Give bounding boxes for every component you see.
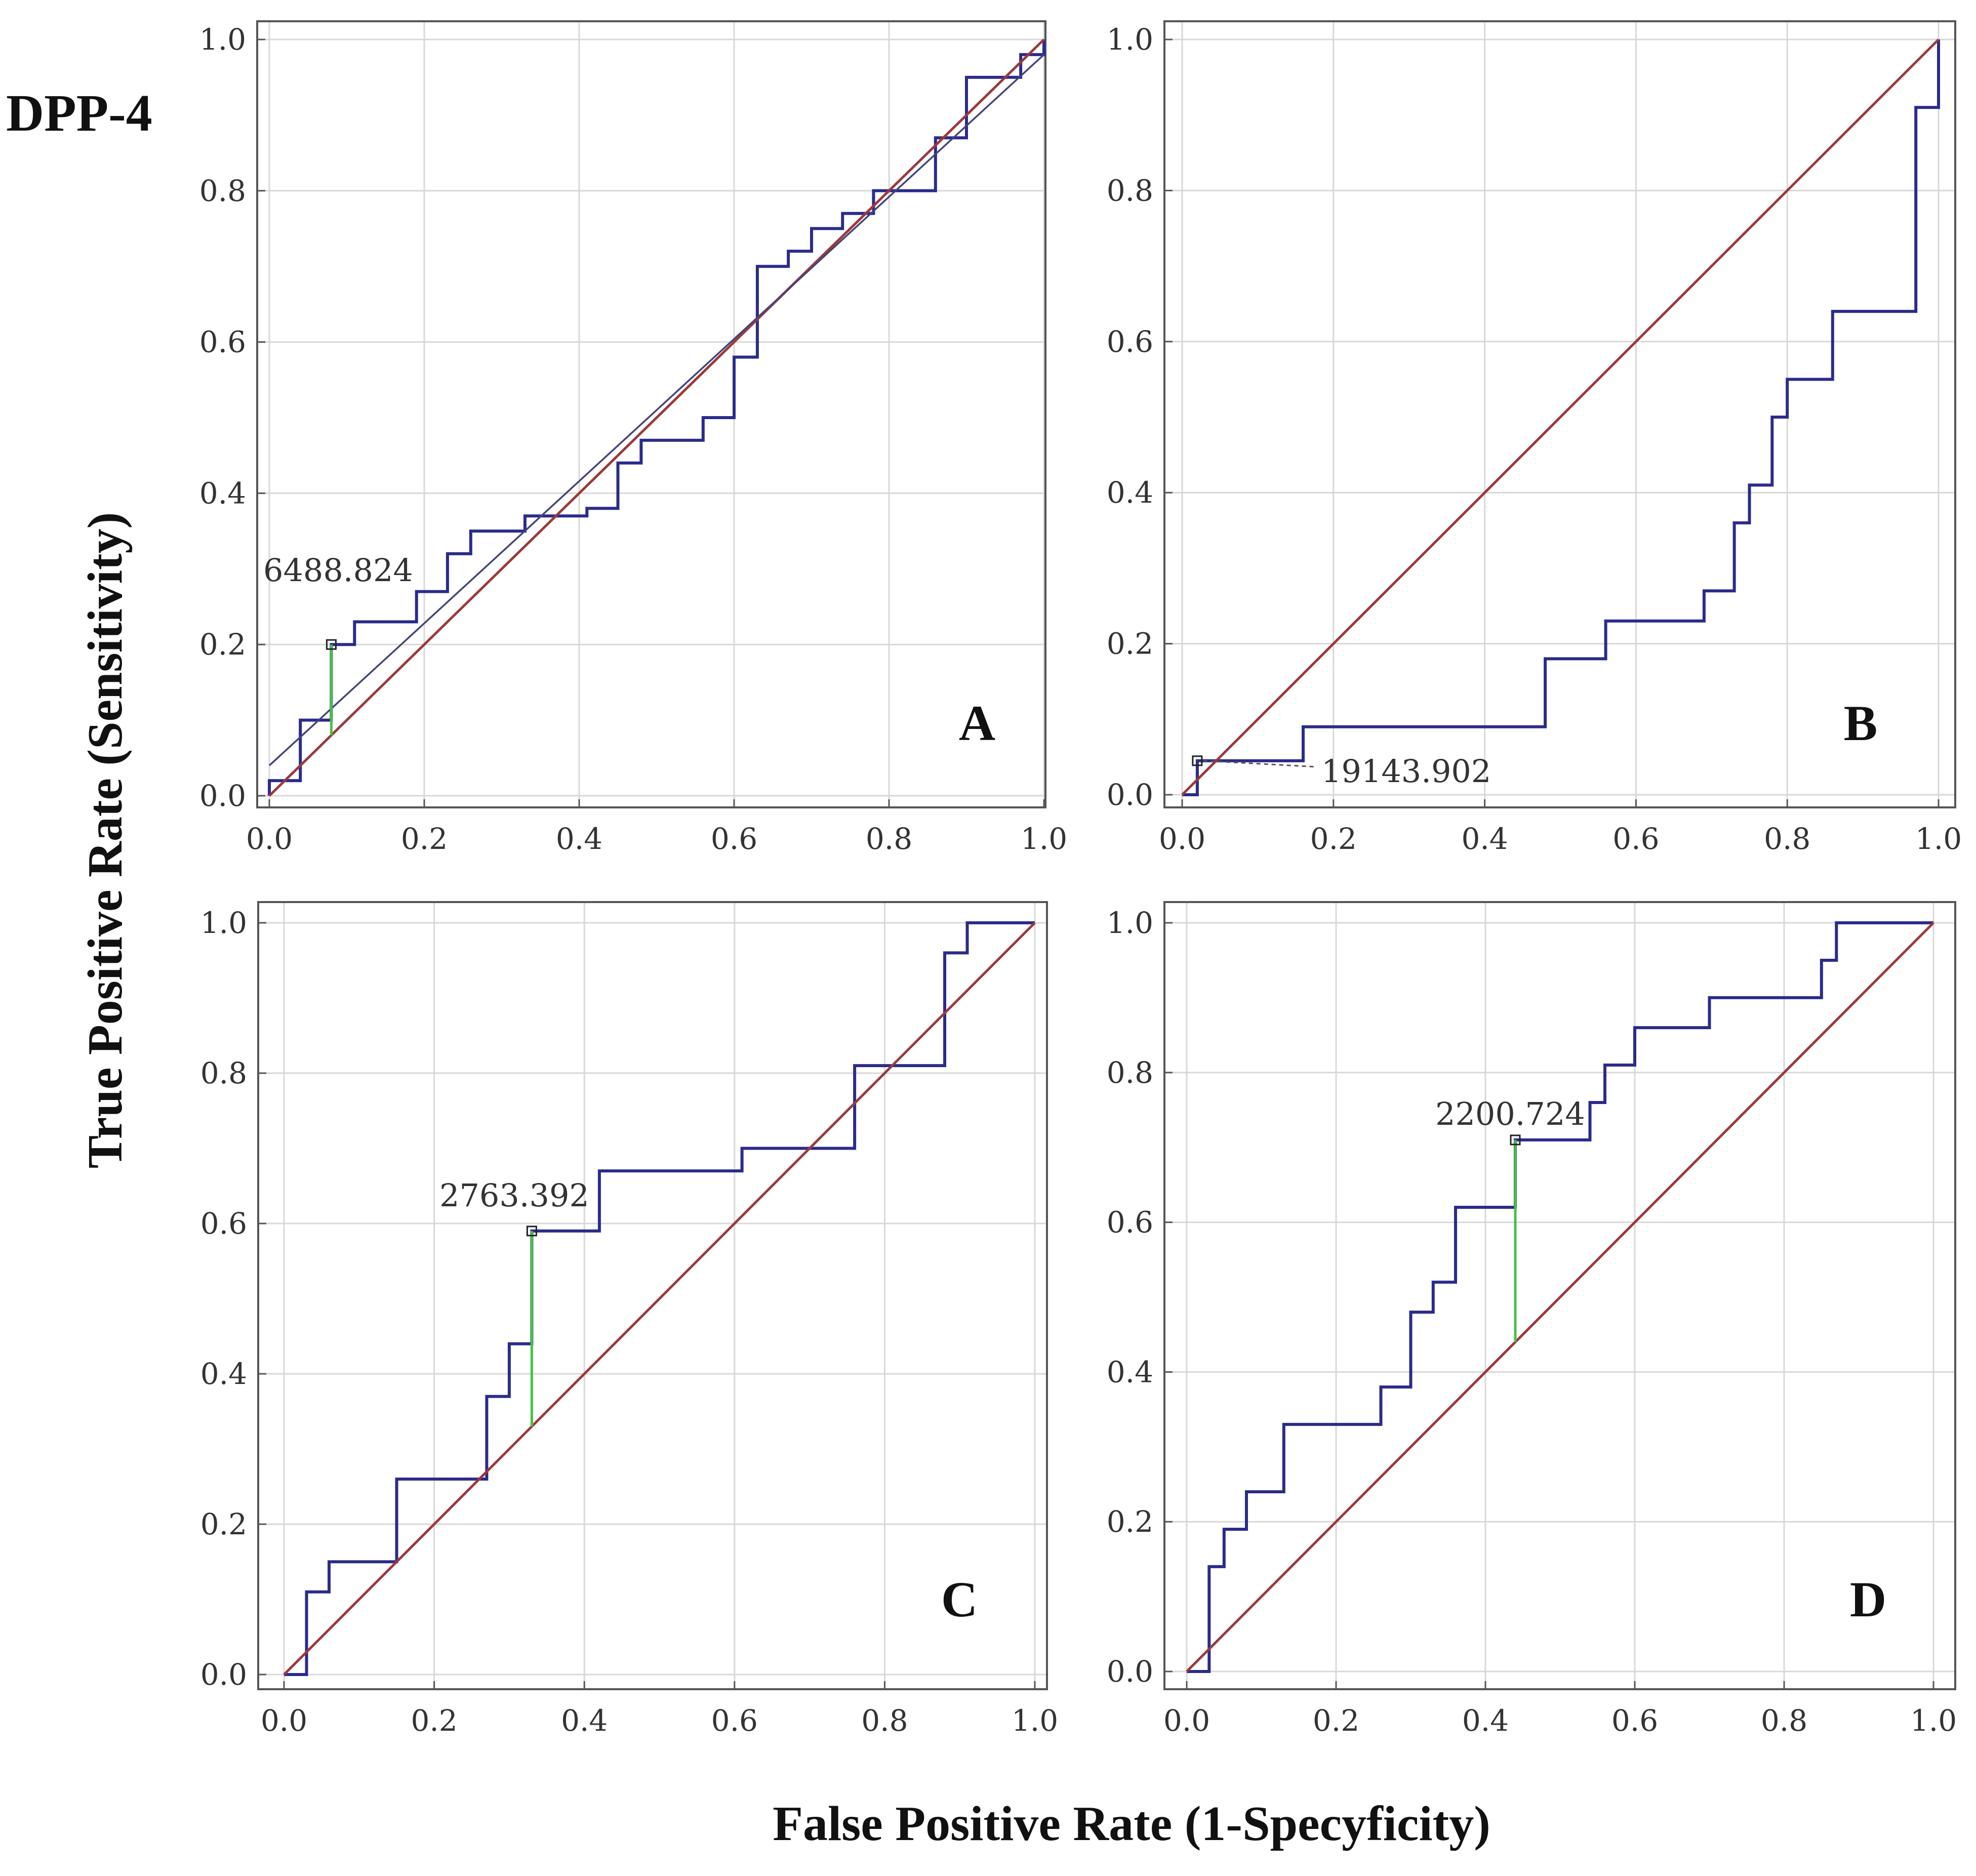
y-tick-label: 0.6 xyxy=(200,1206,247,1241)
y-tick-label: 0.0 xyxy=(1107,778,1153,812)
x-tick-label: 0.6 xyxy=(711,822,757,856)
trend-line xyxy=(268,54,1045,766)
cutoff-marker xyxy=(326,639,337,650)
y-tick-label: 0.8 xyxy=(200,1056,247,1090)
y-tick-label: 0.2 xyxy=(1107,1504,1153,1539)
y-tick-label: 0.8 xyxy=(199,174,246,208)
x-tick-label: 0.0 xyxy=(1163,1703,1210,1738)
x-tick-label: 1.0 xyxy=(1910,1703,1957,1738)
x-tick-label: 0.2 xyxy=(401,822,448,856)
plot-frame xyxy=(1163,20,1956,808)
panel-letter: B xyxy=(1844,695,1878,751)
x-tick-label: 0.8 xyxy=(866,822,912,856)
x-tick-label: 0.0 xyxy=(261,1703,307,1738)
y-tick-label: 0.0 xyxy=(200,1657,247,1692)
figure-title: DPP-4 xyxy=(6,84,152,142)
panel-letter: A xyxy=(959,695,995,751)
y-tick-label: 0.4 xyxy=(200,1357,247,1391)
x-tick-label: 0.4 xyxy=(561,1703,608,1738)
cutoff-label: 6488.824 xyxy=(263,552,413,589)
x-tick-label: 0.8 xyxy=(1764,822,1810,856)
y-tick-label: 0.4 xyxy=(199,476,246,510)
y-tick-label: 0.8 xyxy=(1107,173,1153,208)
x-tick-label: 0.4 xyxy=(1462,1703,1509,1738)
roc-panel-a: 0.0 0.2 0.4 0.6 0.8 1.0 0.0 0.2 0.4 0.6 0.8 1.0 6488… xyxy=(199,20,1067,856)
plot-frame xyxy=(1163,901,1956,1690)
cutoff-label: 2763.392 xyxy=(439,1177,589,1214)
x-tick-label: 1.0 xyxy=(1915,822,1962,856)
y-tick-label: 0.2 xyxy=(199,627,246,662)
roc-panel-d: 0.0 0.2 0.4 0.6 0.8 1.0 0.0 0.2 0.4 0.6 0.8 1.0 2200… xyxy=(1107,901,1957,1738)
y-tick-label: 1.0 xyxy=(1107,906,1153,940)
reference-diagonal-line xyxy=(268,38,1045,797)
panel-letter: D xyxy=(1850,1571,1886,1627)
y-axis-title: True Positive Rate (Sensitivity) xyxy=(78,512,133,1168)
roc-panel-b: 0.0 0.2 0.4 0.6 0.8 1.0 0.0 0.2 0.4 0.6 0.8 1.0 1914… xyxy=(1107,20,1962,856)
y-tick-label: 0.0 xyxy=(1107,1654,1153,1689)
y-tick-label: 0.2 xyxy=(1107,627,1153,661)
y-tick-label: 1.0 xyxy=(1107,22,1153,57)
x-tick-label: 0.0 xyxy=(246,822,293,856)
roc-curve xyxy=(1187,921,1933,1673)
y-tick-label: 0.8 xyxy=(1107,1055,1153,1090)
x-tick-label: 0.2 xyxy=(411,1703,457,1738)
y-tick-label: 0.6 xyxy=(1107,1205,1153,1240)
y-tick-label: 0.6 xyxy=(199,325,246,359)
roc-curve xyxy=(1182,39,1940,796)
y-tick-label: 1.0 xyxy=(200,906,247,940)
x-tick-label: 0.0 xyxy=(1159,822,1205,856)
y-tick-label: 0.6 xyxy=(1107,324,1153,359)
plot-frame xyxy=(256,20,1046,808)
x-tick-label: 0.4 xyxy=(1461,822,1508,856)
x-tick-label: 0.6 xyxy=(1612,822,1659,856)
cutoff-leader-line xyxy=(1203,760,1317,768)
x-tick-label: 0.2 xyxy=(1313,1703,1359,1738)
cutoff-label: 19143.902 xyxy=(1321,753,1491,790)
x-tick-label: 0.6 xyxy=(711,1703,758,1738)
x-axis-title: False Positive Rate (1-Specyficity) xyxy=(773,1797,1490,1851)
reference-diagonal-line xyxy=(1181,38,1940,796)
reference-diagonal-line xyxy=(1186,922,1934,1673)
cutoff-marker xyxy=(1510,1134,1521,1146)
panel-letter: C xyxy=(941,1571,978,1627)
x-tick-label: 1.0 xyxy=(1021,822,1067,856)
roc-panel-c: 0.0 0.2 0.4 0.6 0.8 1.0 0.0 0.2 0.4 0.6 0.8 1.0 2763… xyxy=(200,901,1058,1738)
reference-diagonal-line xyxy=(283,922,1036,1676)
y-tick-label: 0.0 xyxy=(199,779,246,813)
x-tick-label: 0.4 xyxy=(556,822,602,856)
cutoff-marker xyxy=(526,1226,537,1237)
y-tick-label: 1.0 xyxy=(199,22,246,57)
roc-curve xyxy=(268,39,1045,796)
cutoff-marker xyxy=(1192,755,1203,766)
x-tick-label: 1.0 xyxy=(1012,1703,1058,1738)
y-tick-label: 0.4 xyxy=(1107,475,1153,510)
x-tick-label: 0.8 xyxy=(1761,1703,1807,1738)
x-tick-label: 0.2 xyxy=(1310,822,1357,856)
plot-frame xyxy=(257,901,1048,1690)
y-tick-label: 0.2 xyxy=(200,1507,247,1541)
x-tick-label: 0.6 xyxy=(1611,1703,1658,1738)
cutoff-label: 2200.724 xyxy=(1435,1095,1585,1132)
x-tick-label: 0.8 xyxy=(861,1703,908,1738)
y-tick-label: 0.4 xyxy=(1107,1355,1153,1389)
